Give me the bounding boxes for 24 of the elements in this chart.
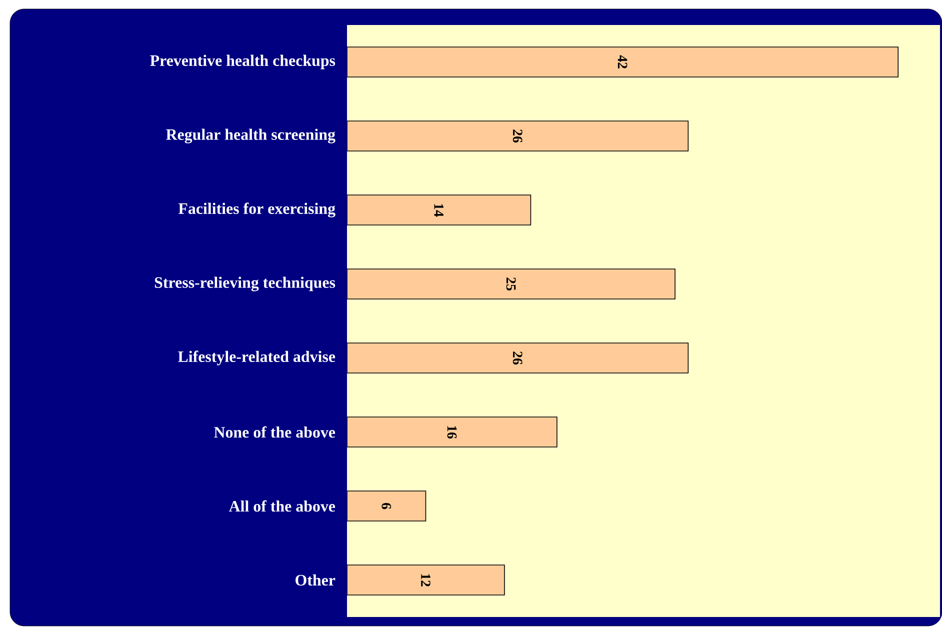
y-tick-label: None of the above — [214, 426, 336, 438]
data-label: 16 — [447, 426, 457, 439]
data-label: 12 — [421, 574, 430, 586]
bar — [347, 120, 689, 152]
y-tick-label: Regular health screening — [166, 128, 336, 144]
data-label: 6 — [382, 502, 392, 510]
bar — [347, 268, 676, 300]
y-tick-label: All of the above — [228, 500, 336, 512]
bar — [347, 46, 899, 78]
bar — [347, 416, 558, 448]
data-label: 26 — [512, 352, 522, 365]
data-label: 42 — [618, 55, 628, 68]
data-label: 25 — [506, 278, 516, 290]
bar — [347, 342, 689, 374]
data-label: 26 — [512, 130, 522, 143]
y-tick-label: Facilities for exercising — [178, 202, 336, 218]
data-label: 14 — [434, 204, 444, 217]
bar — [347, 564, 505, 596]
bar — [347, 194, 532, 226]
y-tick-label: Other — [296, 574, 336, 586]
y-tick-label: Lifestyle-related advise — [178, 350, 336, 366]
y-tick-label: Stress-relieving techniques — [154, 276, 336, 292]
y-tick-label: Preventive health checkups — [150, 54, 336, 70]
bar — [347, 490, 426, 522]
